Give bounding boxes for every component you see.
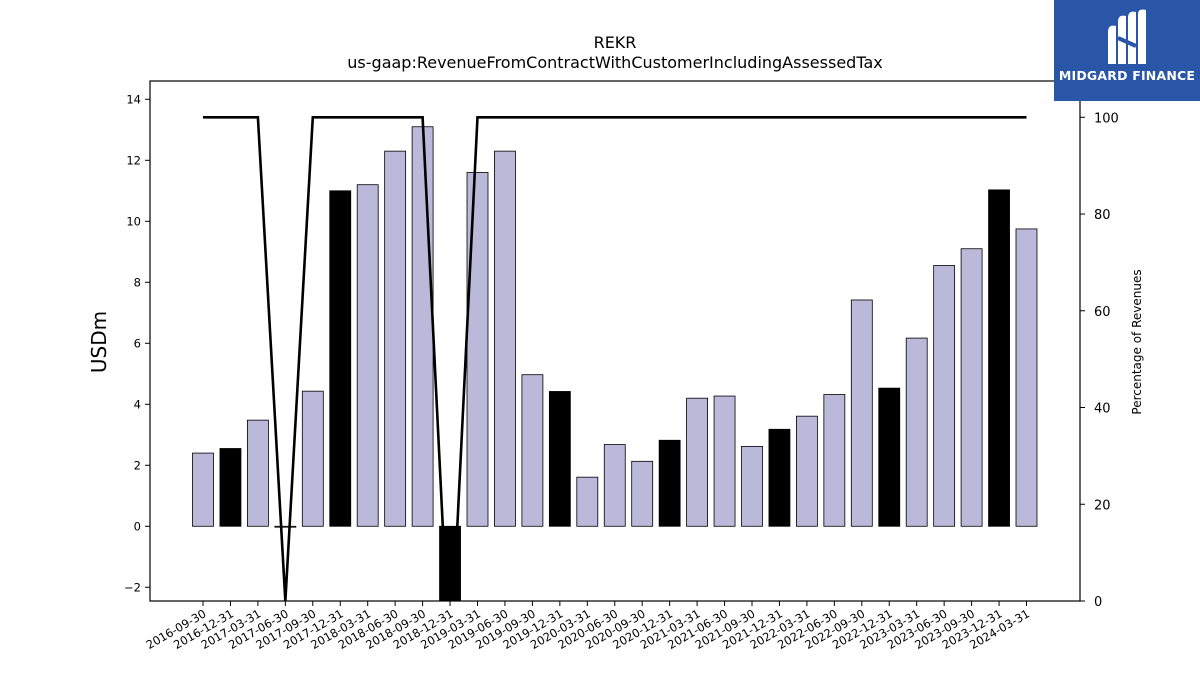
bar-2017-06-30 (274, 525, 297, 528)
bar-2023-03-31 (905, 337, 928, 527)
y-tick-label: 6 (134, 336, 141, 350)
y-tick-label: 10 (126, 214, 141, 228)
y2-tick-label: 0 (1094, 595, 1102, 610)
bar-2017-09-30 (301, 390, 324, 527)
bar-2018-09-30 (411, 126, 434, 527)
y-tick-label: 14 (126, 92, 141, 106)
bar-2016-12-31 (219, 448, 242, 527)
percentage-line (203, 115, 1027, 601)
y-tick-label: 0 (134, 519, 141, 533)
bar-2021-09-30 (741, 445, 763, 527)
bar-2024-03-31 (1015, 228, 1038, 527)
bar-2021-06-30 (713, 395, 736, 527)
y2-tick-label: 40 (1094, 402, 1111, 417)
bar-2019-09-30 (521, 374, 544, 527)
y2-tick-label: 100 (1094, 111, 1119, 126)
bar-2019-06-30 (494, 150, 516, 527)
y-tick-label: 4 (134, 397, 141, 411)
bar-2023-12-31 (988, 189, 1010, 527)
midgard-logo-icon (1108, 9, 1146, 65)
y-tick-label: 12 (126, 153, 141, 167)
bar-2021-12-31 (768, 428, 791, 527)
bar-2019-03-31 (466, 172, 489, 527)
bar-2020-06-30 (603, 444, 626, 527)
bar-2023-06-30 (933, 265, 956, 527)
bar-2020-09-30 (631, 460, 654, 527)
y2-tick-label: 60 (1094, 305, 1111, 320)
y-tick-label: 8 (134, 275, 141, 289)
axes: −2024681012140204060801002016-09-302016-… (124, 80, 1119, 652)
bar-2020-03-31 (576, 476, 599, 527)
y-tick-label: −2 (124, 580, 141, 594)
y2-tick-label: 80 (1094, 208, 1111, 223)
y2-axis-label: Percentage of Revenues (1130, 269, 1144, 414)
bar-2023-09-30 (960, 248, 983, 527)
percentage-line-series (203, 115, 1027, 601)
bar-2020-12-31 (658, 439, 681, 527)
bar-2022-09-30 (850, 299, 873, 527)
chart-title: REKR (594, 33, 637, 52)
bar-2016-09-30 (192, 452, 214, 527)
bar-2022-03-31 (796, 415, 818, 527)
bar-2018-06-30 (384, 150, 407, 527)
bar-2019-12-31 (548, 391, 571, 527)
brand-name: MIDGARD FINANCE (1058, 68, 1196, 83)
y-axis-label: USDm (87, 311, 111, 373)
bar-2021-03-31 (686, 397, 708, 527)
chart-subtitle: us-gaap:RevenueFromContractWithCustomerI… (347, 53, 882, 72)
bar-2018-03-31 (356, 184, 379, 527)
bar-2017-03-31 (246, 419, 269, 527)
bar-2017-12-31 (329, 190, 352, 527)
brand-logo: MIDGARD FINANCE (1054, 0, 1200, 101)
bar-2022-12-31 (878, 387, 901, 527)
y-tick-label: 2 (134, 458, 141, 472)
bar-2022-06-30 (823, 394, 846, 527)
bar-series (192, 126, 1038, 601)
y2-tick-label: 20 (1094, 498, 1111, 513)
